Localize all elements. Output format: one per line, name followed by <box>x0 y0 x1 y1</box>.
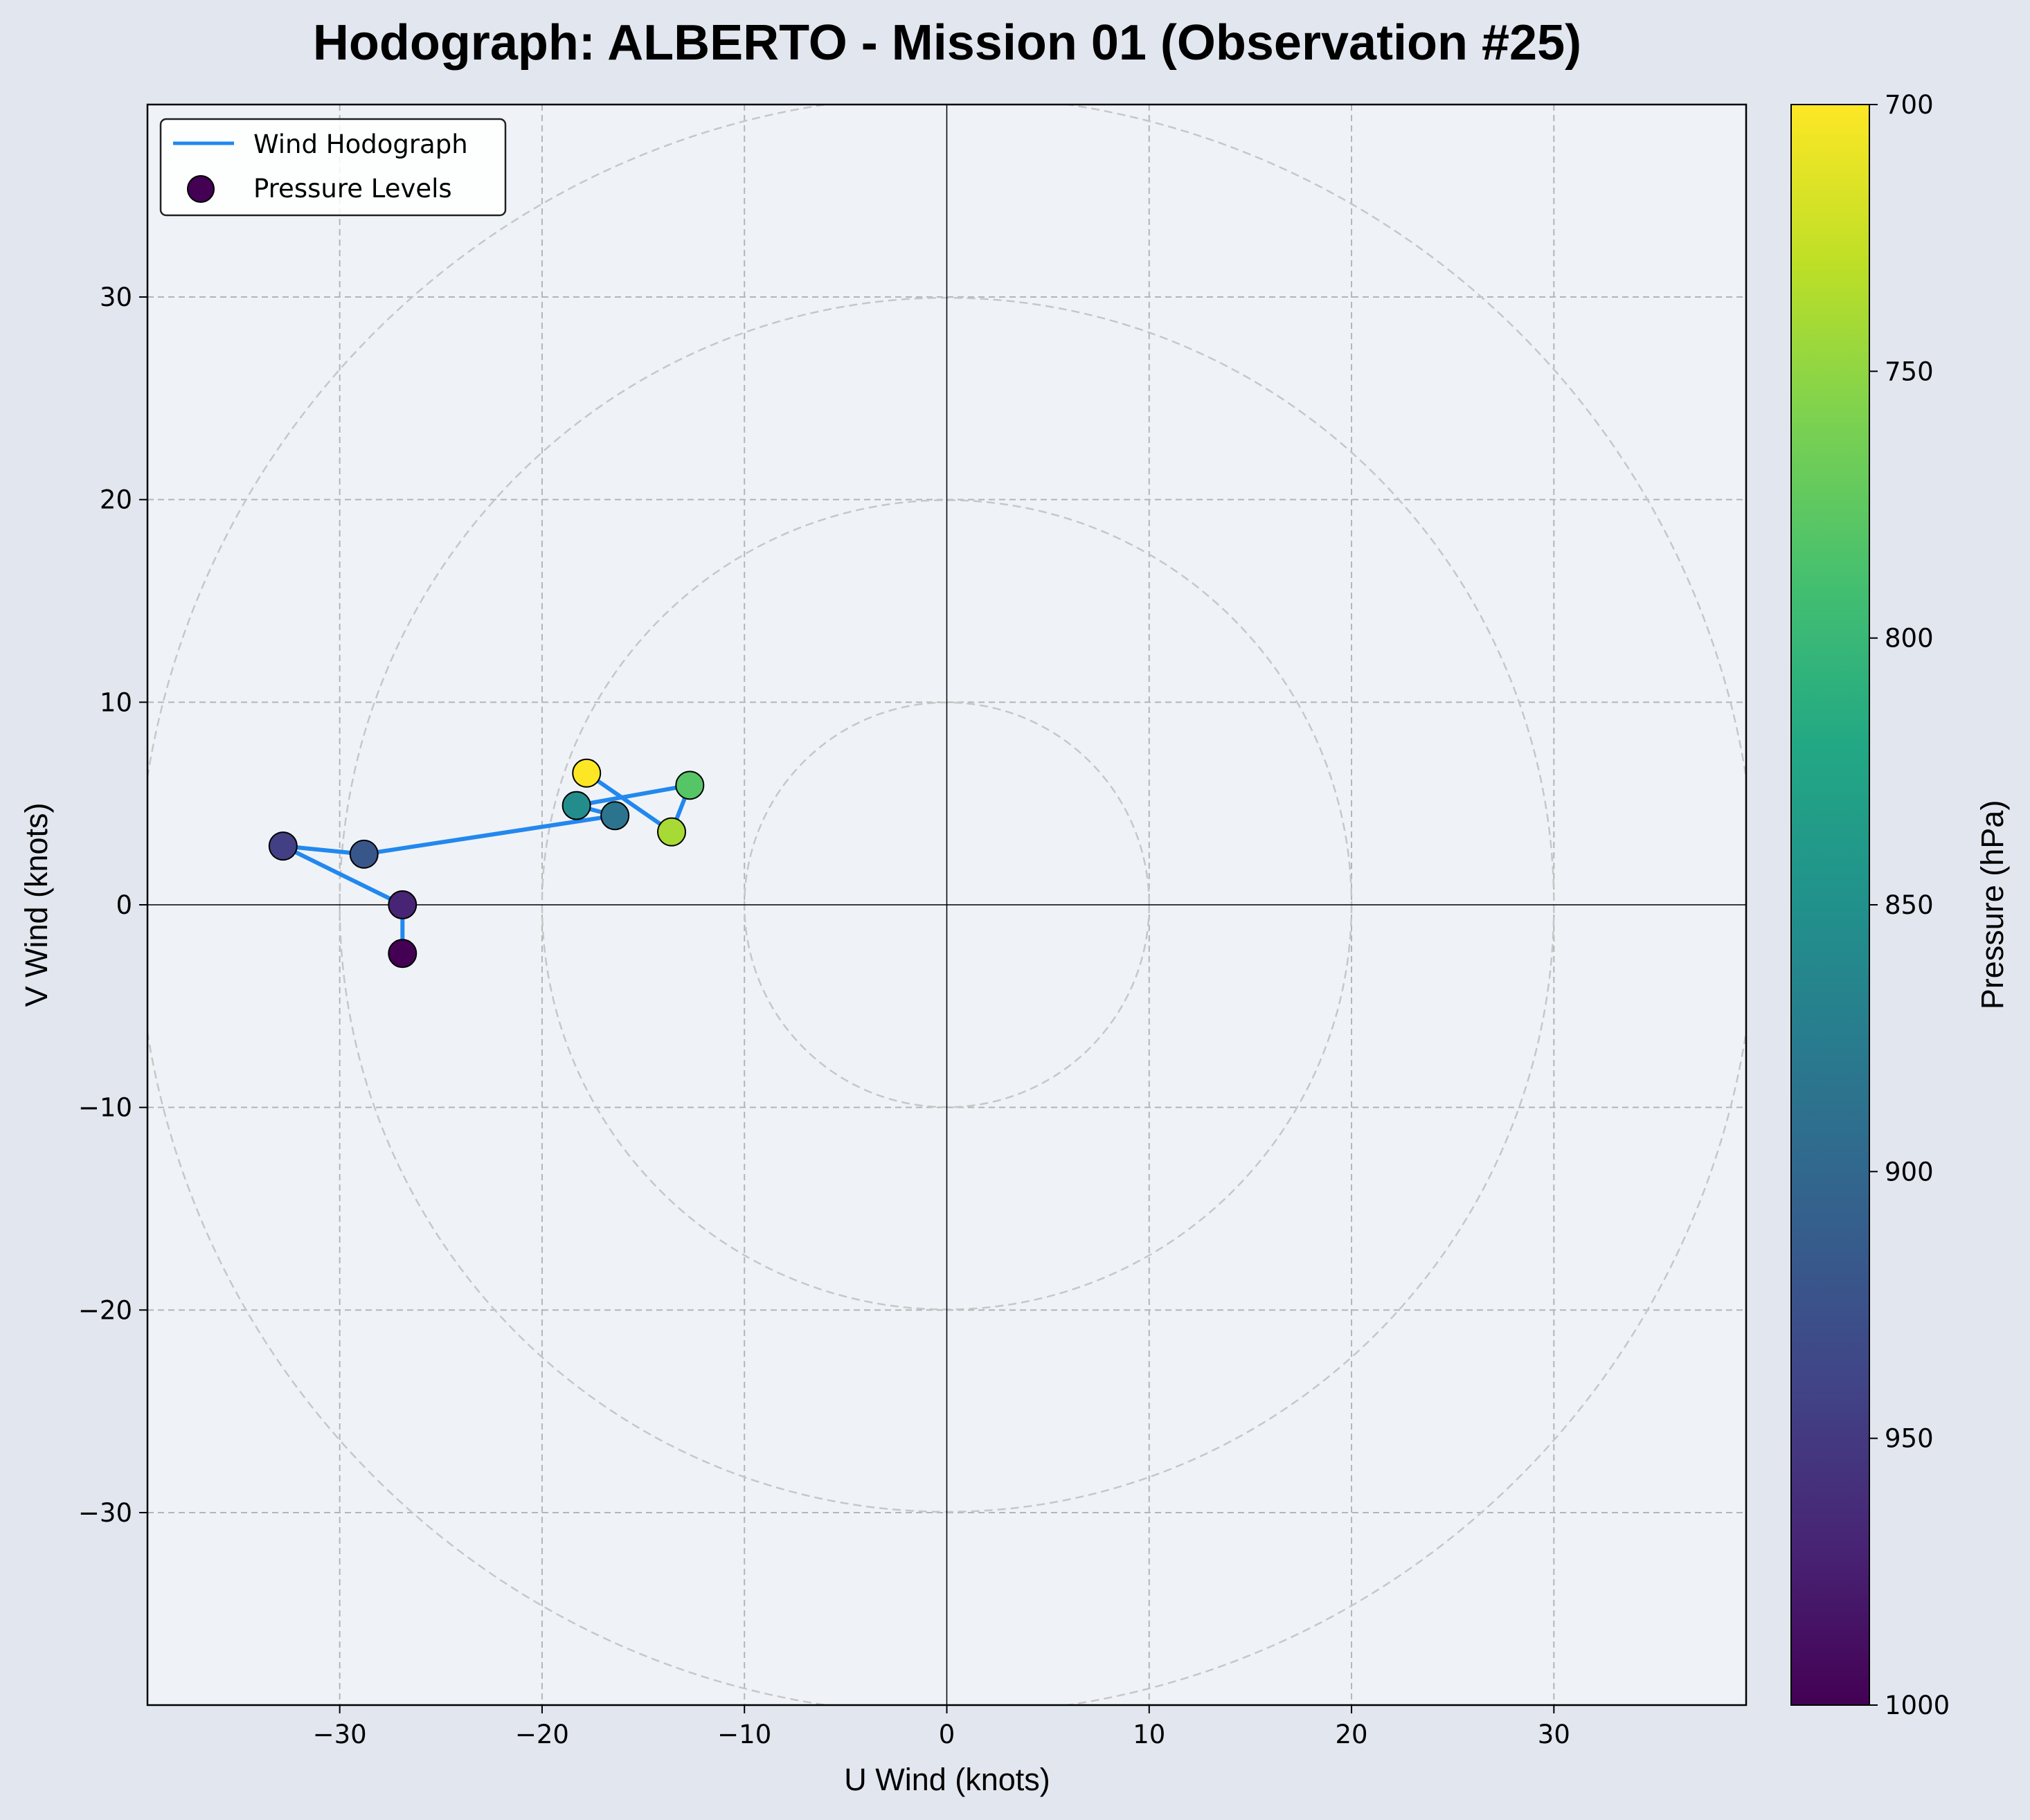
colorbar-tick-label: 750 <box>1885 357 1934 386</box>
pressure-level-point <box>657 817 687 847</box>
x-tick-label: 0 <box>939 1720 955 1749</box>
colorbar-tick-label: 700 <box>1885 90 1934 120</box>
pressure-level-point <box>572 758 602 788</box>
colorbar-ticks: 700 750 800 850 900 950 1000 <box>1869 90 1950 1720</box>
pressure-level-points <box>268 758 705 968</box>
x-tick-label: 30 <box>1538 1720 1570 1749</box>
pressure-level-point <box>349 839 379 869</box>
x-axis-ticks: −30 −20 −10 0 10 20 30 <box>313 1705 1570 1749</box>
pressure-level-point <box>268 831 298 861</box>
y-tick-label: 0 <box>116 890 132 920</box>
chart-title: Hodograph: ALBERTO - Mission 01 (Observa… <box>313 15 1581 71</box>
x-tick-label: −10 <box>717 1720 771 1749</box>
legend-entry-pressure-levels: Pressure Levels <box>253 174 452 204</box>
colorbar-tick-label: 1000 <box>1885 1691 1950 1720</box>
y-tick-label: −20 <box>78 1295 132 1325</box>
pressure-level-point <box>388 939 417 968</box>
x-tick-label: 20 <box>1336 1720 1368 1749</box>
pressure-level-point <box>388 890 417 919</box>
colorbar-gradient <box>1790 104 1870 1706</box>
y-tick-label: −10 <box>78 1093 132 1123</box>
y-tick-label: 30 <box>100 282 132 312</box>
x-tick-label: −30 <box>313 1720 367 1749</box>
legend-point-swatch <box>187 175 215 203</box>
colorbar: 700 750 800 850 900 950 1000 Pressure (hPa) <box>1790 90 2010 1720</box>
pressure-level-point <box>600 801 630 831</box>
legend: Wind Hodograph Pressure Levels <box>159 118 507 217</box>
colorbar-tick-label: 950 <box>1885 1424 1934 1454</box>
colorbar-label: Pressure (hPa) <box>1975 800 2010 1010</box>
x-axis-label: U Wind (knots) <box>844 1762 1050 1797</box>
y-tick-label: −30 <box>78 1498 132 1528</box>
colorbar-tick-label: 900 <box>1885 1157 1934 1187</box>
legend-box <box>159 118 507 217</box>
y-tick-label: 10 <box>100 687 132 717</box>
colorbar-tick-label: 800 <box>1885 624 1934 654</box>
y-axis-ticks: −30 −20 −10 0 10 20 30 <box>78 282 147 1528</box>
y-axis-label: V Wind (knots) <box>19 802 54 1007</box>
colorbar-tick-label: 850 <box>1885 890 1934 920</box>
legend-entry-wind-hodograph: Wind Hodograph <box>253 129 468 159</box>
x-tick-label: −20 <box>515 1720 569 1749</box>
pressure-level-point <box>562 791 591 820</box>
pressure-level-point <box>675 771 705 800</box>
y-tick-label: 20 <box>100 485 132 515</box>
x-tick-label: 10 <box>1133 1720 1165 1749</box>
